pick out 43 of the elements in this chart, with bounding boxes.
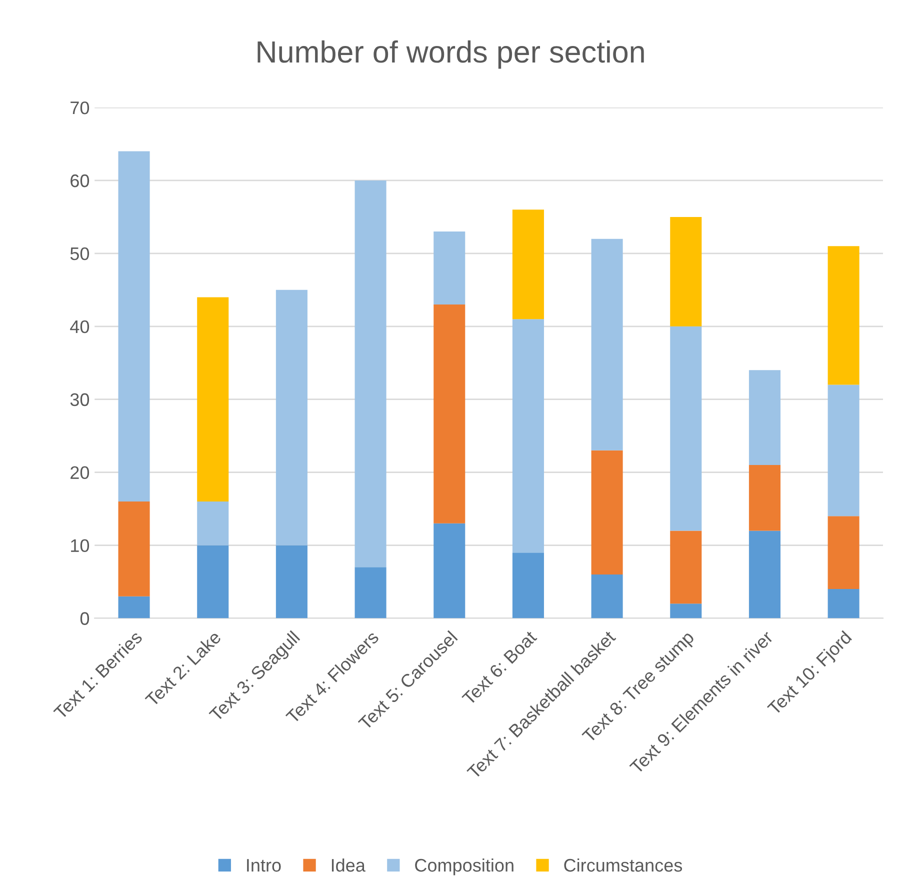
bar — [197, 502, 229, 546]
bar — [118, 596, 150, 618]
bar — [512, 210, 544, 320]
bar — [354, 567, 386, 618]
chart-title: Number of words per section — [258, 40, 644, 69]
bar — [670, 326, 702, 531]
bar — [591, 574, 623, 618]
bar — [828, 516, 860, 590]
bar — [748, 370, 780, 466]
bar — [828, 589, 860, 618]
bar — [670, 604, 702, 618]
bar — [828, 384, 860, 516]
y-tick-label: 10 — [71, 539, 90, 552]
bar — [828, 246, 860, 385]
bar — [591, 450, 623, 574]
y-tick-label: 70 — [70, 101, 90, 114]
bar — [276, 290, 308, 546]
y-tick-label: 0 — [80, 612, 90, 625]
y-tick-label: 40 — [70, 320, 90, 334]
y-tick-label: 20 — [70, 466, 90, 480]
bar — [591, 238, 623, 450]
legend-label: Idea — [332, 858, 366, 872]
bar — [197, 297, 229, 502]
bar — [748, 465, 780, 531]
bar — [118, 151, 150, 502]
bar — [748, 530, 780, 618]
bar — [670, 216, 702, 326]
bar — [434, 523, 466, 618]
legend-label: Circumstances — [564, 858, 682, 872]
bar — [276, 545, 308, 618]
bar — [197, 545, 229, 618]
y-tick-label: 60 — [70, 174, 90, 188]
bar — [512, 319, 544, 553]
bar — [670, 530, 702, 604]
bar — [118, 502, 150, 596]
y-tick-label: 50 — [70, 247, 90, 260]
legend-label: Composition — [415, 858, 514, 876]
bar — [512, 552, 544, 618]
bar — [434, 232, 466, 305]
bar — [434, 304, 466, 524]
y-tick-label: 30 — [70, 393, 90, 406]
bar — [354, 180, 386, 568]
legend-label: Intro — [247, 859, 281, 872]
